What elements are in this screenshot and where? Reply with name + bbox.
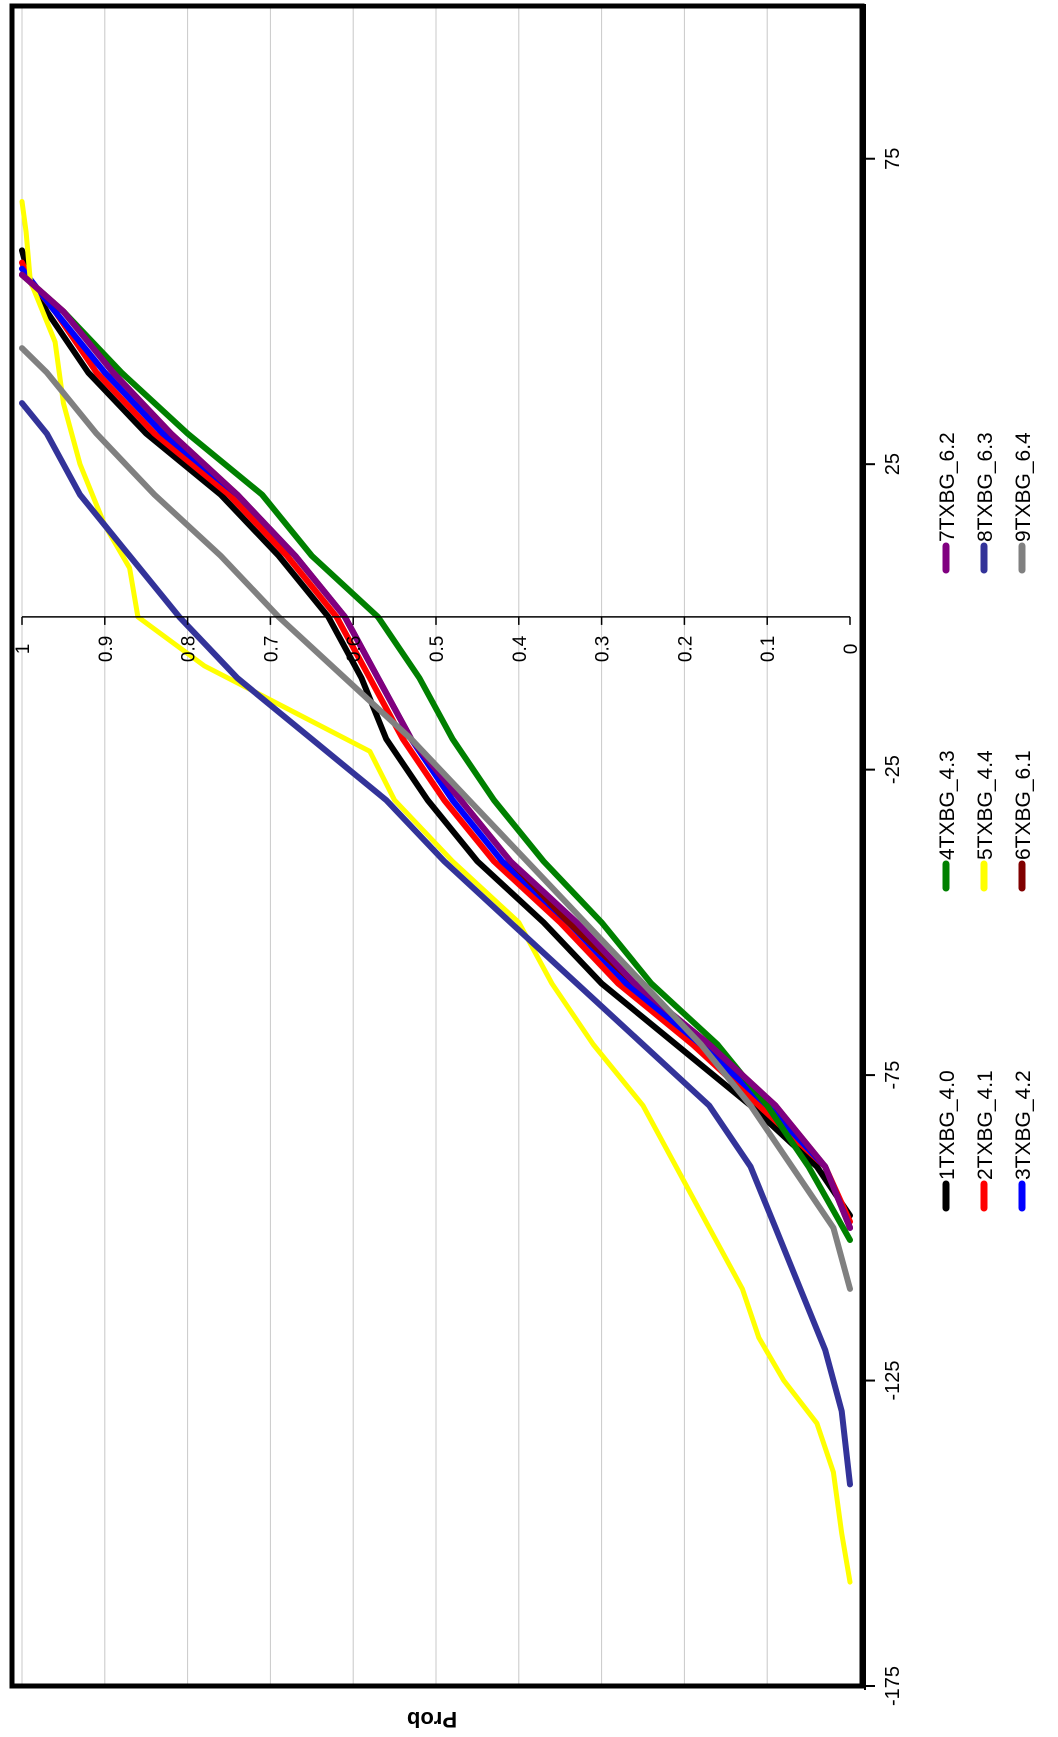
- legend-label-5TXBG_4.4: 5TXBG_4.4: [974, 750, 997, 860]
- y-tick-label: 0.7: [261, 636, 282, 662]
- y-tick-label: 1: [13, 644, 34, 655]
- y-tick-label: 0.5: [427, 636, 448, 662]
- series-lines: [19, 199, 853, 1585]
- legend: 1TXBG_4.0 2TXBG_4.1 3TXBG_4.2 4TXBG_4.3 5TXB…: [936, 432, 1035, 1212]
- legend-label-7TXBG_6.2: 7TXBG_6.2: [936, 432, 959, 542]
- x-tick-label: -75: [882, 1061, 904, 1090]
- series-line-9TXBG_6.4: [19, 345, 853, 1292]
- series-line-8TXBG_6.3: [19, 400, 853, 1488]
- legend-label-1TXBG_4.0: 1TXBG_4.0: [936, 1070, 959, 1180]
- y-tick-label: 0.3: [593, 636, 614, 662]
- legend-label-8TXBG_6.3: 8TXBG_6.3: [974, 432, 997, 542]
- y-tick-label: 0: [841, 644, 862, 655]
- axes: -175 -125 -75 -25 25 75 0 0.1 0.2 0.3 0.4 0.5 0.6 0.7…: [9, 3, 904, 1706]
- y-tick-label: 0.1: [758, 636, 779, 662]
- y-tick-label: 0.9: [96, 636, 117, 662]
- y-tick-label: 0.6: [344, 636, 365, 662]
- y-axis-label: Prob: [407, 1707, 457, 1732]
- x-tick-label: -25: [882, 755, 904, 784]
- y-tick-label: 0.2: [675, 636, 696, 662]
- x-tick-label: -175: [882, 1666, 904, 1706]
- y-tick-label: 0.8: [179, 636, 200, 662]
- legend-label-9TXBG_6.4: 9TXBG_6.4: [1012, 432, 1035, 542]
- legend-label-2TXBG_4.1: 2TXBG_4.1: [974, 1070, 997, 1180]
- legend-label-3TXBG_4.2: 3TXBG_4.2: [1012, 1070, 1035, 1180]
- x-tick-label: 25: [882, 453, 904, 475]
- series-line-5TXBG_4.4: [19, 199, 853, 1585]
- x-tick-label: 75: [882, 148, 904, 170]
- grid-lines: [21, 6, 768, 1686]
- legend-label-6TXBG_6.1: 6TXBG_6.1: [1012, 750, 1035, 860]
- plot-frame: [9, 3, 865, 1689]
- series-line-2TXBG_4.1: [19, 259, 853, 1225]
- y-tick-label: 0.4: [510, 635, 531, 662]
- x-tick-label: -125: [882, 1361, 904, 1401]
- legend-label-4TXBG_4.3: 4TXBG_4.3: [936, 750, 959, 860]
